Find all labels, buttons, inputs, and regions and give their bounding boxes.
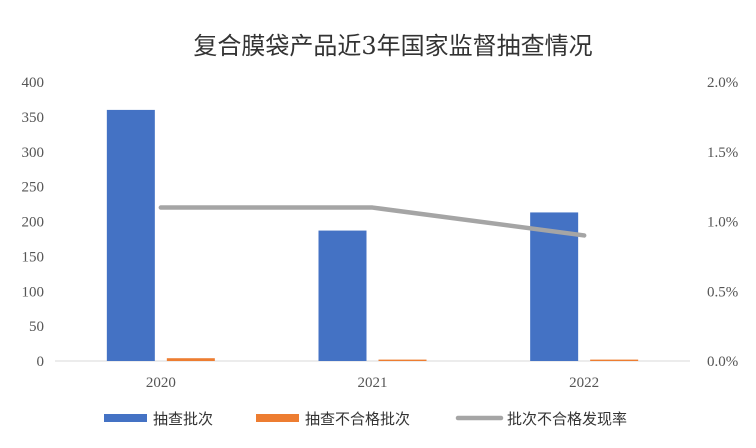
bar-failed-2021 xyxy=(378,359,427,361)
right-tick-label: 0.5% xyxy=(707,284,738,300)
right-tick-label: 0.0% xyxy=(707,354,738,370)
bar-failed-2020 xyxy=(166,358,215,361)
right-tick-label: 1.5% xyxy=(707,145,738,161)
bar-sampled-2020 xyxy=(106,109,155,362)
x-axis-labels: 2020 2021 2022 xyxy=(146,375,599,391)
left-tick-label: 400 xyxy=(22,75,45,91)
left-tick-label: 150 xyxy=(22,249,45,265)
legend-swatch-1 xyxy=(256,414,299,422)
left-tick-label: 250 xyxy=(22,180,45,196)
line-failure-rate xyxy=(158,205,587,238)
bars xyxy=(106,109,639,362)
legend-label-0: 抽查批次 xyxy=(153,410,213,428)
left-tick-label: 0 xyxy=(37,354,45,370)
x-tick-label: 2020 xyxy=(146,375,176,391)
legend-swatch-0 xyxy=(104,414,147,422)
legend-label-1: 抽查不合格批次 xyxy=(305,410,410,428)
left-tick-label: 200 xyxy=(22,215,45,231)
right-tick-label: 1.0% xyxy=(707,215,738,231)
chart-title: 复合膜袋产品近3年国家监督抽查情况 xyxy=(193,32,592,60)
left-tick-label: 50 xyxy=(29,319,44,335)
left-tick-label: 350 xyxy=(22,110,45,126)
x-tick-label: 2022 xyxy=(569,375,599,391)
right-tick-label: 2.0% xyxy=(707,75,738,91)
left-tick-label: 100 xyxy=(22,284,45,300)
left-axis-ticks: 0 50 100 150 200 250 300 350 400 xyxy=(22,75,45,370)
left-tick-label: 300 xyxy=(22,145,45,161)
bar-failed-2022 xyxy=(590,359,639,361)
line-series xyxy=(158,205,587,238)
bar-sampled-2021 xyxy=(318,230,367,361)
bar-sampled-2022 xyxy=(530,212,579,361)
legend-label-2: 批次不合格发现率 xyxy=(507,410,627,428)
legend: 抽查批次 抽查不合格批次 批次不合格发现率 xyxy=(104,410,627,428)
right-axis-ticks: 0.0% 0.5% 1.0% 1.5% 2.0% xyxy=(707,75,738,370)
x-tick-label: 2021 xyxy=(358,375,388,391)
